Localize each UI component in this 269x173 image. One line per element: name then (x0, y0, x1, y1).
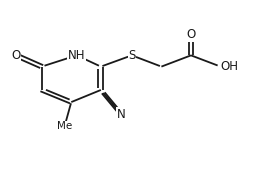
Text: OH: OH (221, 60, 239, 73)
Text: N: N (117, 108, 125, 121)
Text: O: O (12, 49, 21, 62)
Text: NH: NH (68, 49, 86, 62)
Text: S: S (128, 49, 136, 62)
Text: O: O (186, 28, 196, 41)
Text: Me: Me (57, 121, 72, 131)
